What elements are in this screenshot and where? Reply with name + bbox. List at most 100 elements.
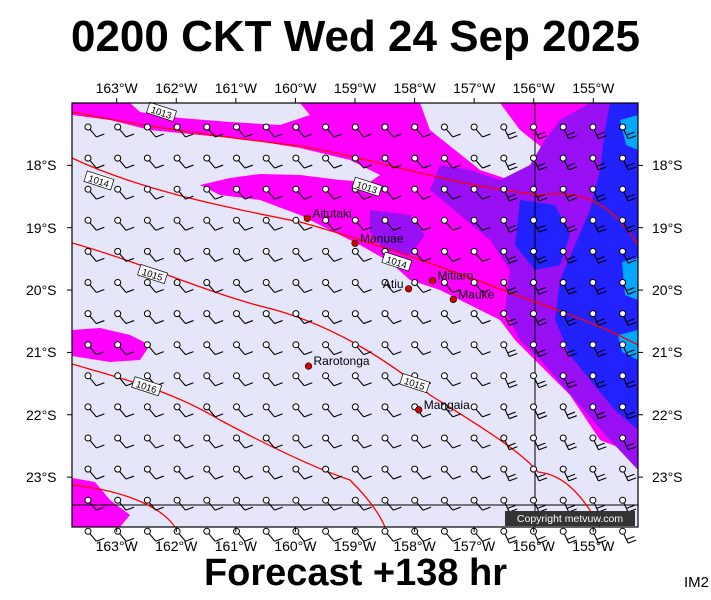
- wind-barb: [262, 123, 283, 138]
- wind-barb: [440, 310, 461, 325]
- wind-barb: [143, 185, 164, 200]
- wind-barb: [470, 216, 491, 231]
- wind-barb: [262, 185, 283, 200]
- wind-barb: [381, 154, 402, 169]
- wind-barb: [530, 185, 548, 202]
- wind-barb: [530, 465, 548, 482]
- wind-barb: [530, 279, 548, 295]
- longitude-tick-bottom: 159°W: [333, 538, 377, 554]
- longitude-tick-top: 155°W: [572, 80, 615, 96]
- wind-barb: [233, 403, 254, 418]
- wind-barb: [530, 341, 548, 357]
- longitude-tick-top: 159°W: [333, 80, 377, 96]
- svg-text:Manuae: Manuae: [360, 231, 404, 245]
- wind-barb: [530, 434, 548, 451]
- wind-barb: [381, 496, 402, 511]
- wind-barb: [589, 310, 607, 326]
- wind-barb: [470, 310, 491, 325]
- wind-barb: [173, 185, 194, 200]
- wind-barb: [619, 403, 637, 420]
- wind-barb: [322, 185, 343, 200]
- place-aitutaki: Aitutaki: [303, 206, 352, 222]
- wind-barb: [470, 185, 491, 200]
- wind-barb: [322, 496, 343, 511]
- wind-barb: [589, 247, 607, 264]
- wind-barb: [530, 154, 548, 171]
- wind-barb: [173, 216, 194, 231]
- wind-barb: [84, 372, 105, 387]
- wind-barb: [262, 496, 283, 511]
- wind-barb: [440, 496, 461, 511]
- latitude-tick-left: 20°S: [26, 282, 57, 299]
- wind-barb: [470, 123, 491, 138]
- wind-barb: [589, 341, 607, 357]
- longitude-tick-top: 162°W: [155, 80, 198, 96]
- wind-barb: [233, 310, 254, 325]
- wind-barb: [411, 247, 432, 262]
- wind-barb: [589, 527, 607, 544]
- wind-barb: [203, 465, 224, 480]
- wind-barb: [351, 434, 372, 449]
- wind-barb: [84, 123, 105, 138]
- longitude-tick-top: 161°W: [214, 80, 257, 96]
- wind-barb: [619, 341, 637, 357]
- wind-barb: [233, 247, 254, 262]
- wind-barb: [500, 247, 518, 264]
- latitude-tick-left: 21°S: [26, 344, 57, 361]
- wind-barb: [470, 247, 491, 262]
- latitude-tick-right: 22°S: [652, 406, 683, 423]
- wind-barb: [351, 310, 372, 325]
- wind-barb: [292, 465, 313, 480]
- wind-barb: [203, 403, 224, 418]
- place-mangaia: Mangaia: [415, 398, 470, 414]
- wind-barb: [411, 279, 432, 293]
- wind-barb: [500, 123, 518, 140]
- wind-barb: [411, 496, 432, 511]
- wind-barb: [203, 341, 224, 356]
- wind-barb: [173, 496, 194, 511]
- longitude-tick-bottom: 163°W: [95, 538, 138, 554]
- wind-barb: [440, 185, 461, 200]
- wind-barb: [143, 434, 164, 449]
- wind-barb: [84, 247, 105, 262]
- wind-barb: [262, 279, 283, 293]
- longitude-tick-bottom: 160°W: [274, 538, 317, 554]
- wind-barb: [292, 403, 313, 418]
- wind-barb: [411, 185, 432, 200]
- longitude-tick-top: 163°W: [95, 80, 138, 96]
- wind-barb: [143, 465, 164, 480]
- wind-barb: [322, 123, 343, 138]
- wind-barb: [589, 434, 607, 451]
- wind-barb: [173, 403, 194, 418]
- wind-barb: [292, 341, 313, 356]
- wind-barb: [470, 496, 491, 511]
- wind-barb: [619, 434, 637, 451]
- wind-barb: [500, 185, 518, 202]
- wind-barb: [143, 496, 164, 511]
- wind-barb: [84, 465, 105, 480]
- wind-barb: [381, 372, 402, 387]
- wind-barb: [530, 247, 548, 264]
- wind-barb: [530, 372, 548, 389]
- wind-barb: [470, 403, 491, 418]
- wind-barb: [84, 279, 105, 293]
- wind-barb: [351, 496, 372, 511]
- wind-barb: [173, 123, 194, 138]
- wind-barb: [84, 496, 105, 511]
- wind-barb: [589, 185, 607, 202]
- rain-region-moderate: [430, 103, 638, 470]
- wind-barb: [619, 216, 637, 233]
- wind-barb: [292, 372, 313, 387]
- rain-region-very-heavy: [620, 115, 638, 150]
- longitude-tick-bottom: 162°W: [155, 538, 198, 554]
- wind-barb: [381, 403, 402, 418]
- wind-barb: [470, 465, 491, 480]
- wind-barb: [262, 527, 283, 542]
- wind-barb: [351, 123, 372, 138]
- wind-barb: [114, 341, 135, 356]
- wind-barb: [143, 527, 164, 542]
- wind-barb: [381, 465, 402, 480]
- wind-barb: [589, 123, 607, 140]
- wind-barb: [292, 527, 313, 542]
- wind-barb: [292, 123, 313, 138]
